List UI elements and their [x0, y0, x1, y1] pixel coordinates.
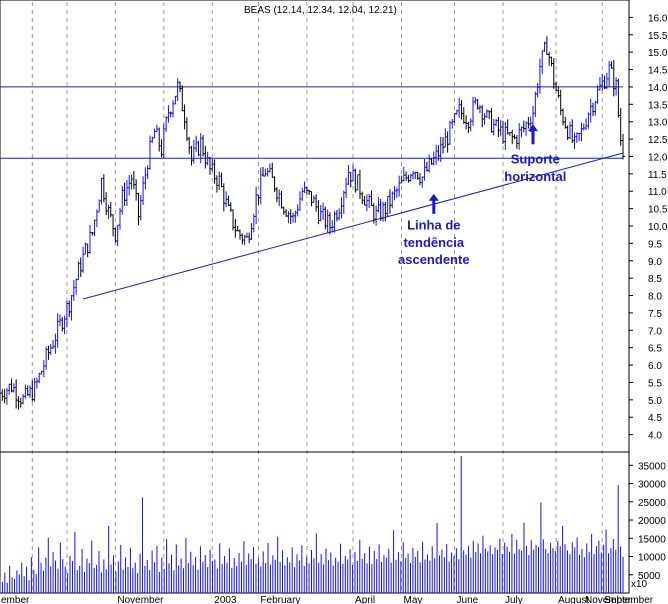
trend-lines — [0, 86, 624, 300]
price-series — [0, 36, 625, 410]
price-tick-label: 12.0 — [648, 152, 668, 163]
price-tick-label: 5.5 — [648, 378, 662, 389]
price-tick-label: 6.0 — [648, 361, 662, 372]
price-tick-label: 15.0 — [648, 48, 668, 59]
x-axis: ember November 2003 February April May June Jul… — [1, 595, 654, 604]
month-label: August — [558, 595, 589, 604]
annotation-text: horizontal — [504, 169, 566, 184]
annotation-arrow-head — [528, 124, 539, 132]
price-tick-label: 6.5 — [648, 344, 662, 355]
month-label: November — [117, 595, 164, 604]
annotations: Suporte horizontal Linha de tendência ascend… — [398, 124, 566, 267]
month-label: 2003 — [214, 595, 237, 604]
price-tick-label: 10.5 — [648, 205, 668, 216]
price-tick-label: 12.5 — [648, 135, 668, 146]
price-tick-label: 4.0 — [648, 431, 662, 442]
month-label: February — [260, 595, 300, 604]
price-tick-label: 10.0 — [648, 222, 668, 233]
annotation-text: Linha de — [407, 217, 460, 232]
chart-title: BEAS (12.14, 12.34, 12.04, 12.21) — [244, 5, 397, 16]
volume-tick-label: 15000 — [638, 534, 666, 545]
price-tick-label: 7.5 — [648, 309, 662, 320]
price-tick-label: 15.5 — [648, 31, 668, 42]
price-tick-label: 14.5 — [648, 66, 668, 77]
month-label: September — [604, 595, 654, 604]
price-tick-label: 9.0 — [648, 257, 662, 268]
price-tick-label: 11.5 — [648, 170, 667, 181]
annotation-text: Suporte — [511, 151, 560, 166]
price-tick-label: 8.5 — [648, 274, 662, 285]
annotation-text: tendência — [403, 235, 464, 250]
volume-axis: 5000 10000 15000 20000 25000 30000 35000 x10 — [629, 461, 666, 590]
price-tick-label: 16.0 — [648, 13, 668, 24]
volume-tick-label: 10000 — [638, 553, 666, 564]
month-label: July — [505, 595, 523, 604]
price-tick-label: 14.0 — [648, 83, 668, 94]
price-tick-label: 11.0 — [648, 187, 667, 198]
price-axis: 4.0 4.5 5.0 5.5 6.0 6.5 7.0 7.5 8.0 8.5 9.0 9.5 10.0… — [629, 13, 668, 442]
trend-line — [82, 152, 624, 300]
volume-tick-label: 30000 — [638, 480, 666, 491]
volume-bars — [0, 456, 624, 593]
volume-multiplier-label: x10 — [631, 579, 648, 590]
price-tick-label: 5.0 — [648, 396, 662, 407]
annotation-text: ascendente — [398, 252, 470, 267]
price-tick-label: 7.0 — [648, 326, 662, 337]
month-label: April — [355, 595, 375, 604]
volume-tick-label: 25000 — [638, 498, 666, 509]
price-tick-label: 8.0 — [648, 292, 662, 303]
volume-tick-label: 5000 — [638, 571, 661, 582]
price-tick-label: 9.5 — [648, 239, 662, 250]
month-label: November — [585, 595, 632, 604]
price-tick-label: 13.0 — [648, 118, 668, 129]
price-tick-label: 13.5 — [648, 100, 668, 111]
annotation-arrow-head — [428, 193, 439, 201]
vertical-gridlines — [31, 2, 603, 593]
volume-tick-label: 35000 — [638, 461, 666, 472]
volume-tick-label: 20000 — [638, 516, 666, 527]
month-label: May — [403, 595, 422, 604]
month-label: ember — [1, 595, 30, 604]
month-label: June — [457, 595, 479, 604]
price-tick-label: 4.5 — [648, 413, 662, 424]
